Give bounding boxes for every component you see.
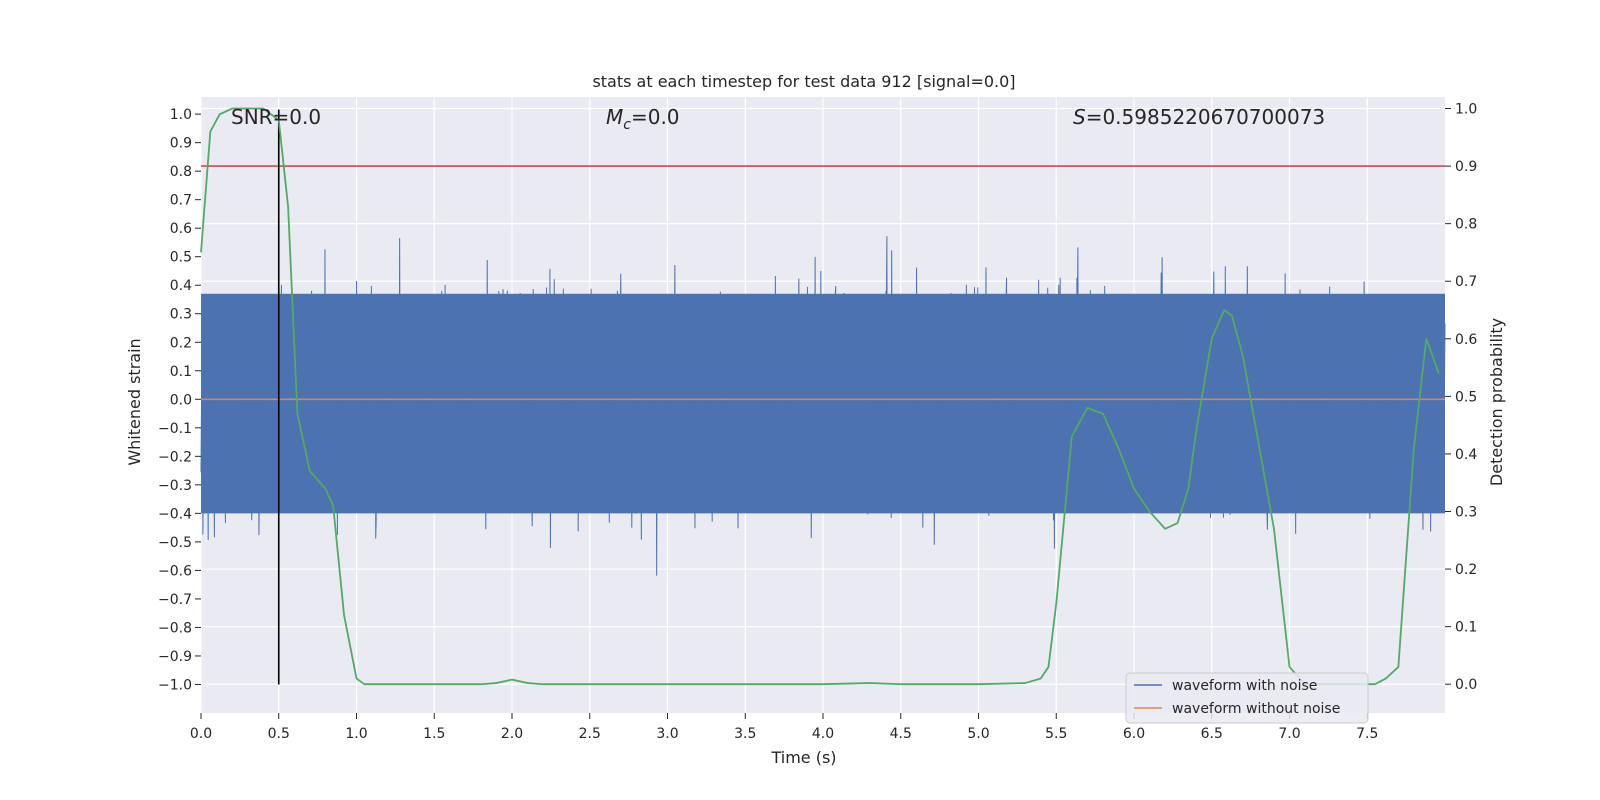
y-tick-label: 1.0	[170, 107, 192, 123]
mc-annotation: Mc=0.0	[606, 105, 680, 133]
y2-tick-label: 0.1	[1455, 620, 1477, 636]
x-axis-label: Time (s)	[770, 748, 836, 767]
y2-tick-label: 0.3	[1455, 505, 1477, 521]
y-tick-label: 0.6	[170, 221, 192, 237]
y2-tick-label: 0.4	[1455, 447, 1477, 463]
x-tick-label: 1.5	[423, 726, 445, 742]
x-tick-label: 5.5	[1045, 726, 1067, 742]
x-tick-label: 0.5	[268, 726, 290, 742]
y2-tick-label: 0.8	[1455, 217, 1477, 233]
y-tick-label: −0.9	[158, 649, 192, 665]
y-tick-label: 0.2	[170, 335, 192, 351]
legend-label-waveform-without-noise: waveform without noise	[1172, 701, 1340, 717]
y2-tick-label: 0.5	[1455, 389, 1477, 405]
y-tick-label: −0.4	[158, 506, 192, 522]
y-tick-label: 0.3	[170, 307, 192, 323]
y2-tick-label: 0.2	[1455, 562, 1477, 578]
y-tick-label: 0.9	[170, 136, 192, 152]
y-tick-label: 0.8	[170, 164, 192, 180]
y-tick-label: 0.5	[170, 250, 192, 266]
y-tick-label: −0.2	[158, 449, 192, 465]
legend: waveform with noise waveform without noi…	[1125, 672, 1369, 724]
mc-value: =0.0	[631, 105, 680, 129]
x-tick-label: 3.5	[734, 726, 756, 742]
y-tick-label: −0.7	[158, 592, 192, 608]
x-tick-label: 5.0	[967, 726, 989, 742]
y-tick-label: −0.6	[158, 563, 192, 579]
s-annotation: S=0.5985220670700073	[1073, 105, 1325, 129]
y-axis-label: Whitened strain	[125, 338, 144, 465]
y-tick-label: −0.1	[158, 421, 192, 437]
series-detection-probability	[200, 107, 1440, 686]
y2-tick-label: 0.9	[1455, 159, 1477, 175]
y-tick-label: 0.4	[170, 278, 192, 294]
y-tick-label: −0.3	[158, 478, 192, 494]
series-waveform-with-noise	[200, 236, 1446, 576]
s-value: =0.5985220670700073	[1086, 105, 1325, 129]
y-tick-label: −0.5	[158, 535, 192, 551]
x-tick-label: 2.5	[579, 726, 601, 742]
x-tick-label: 1.0	[345, 726, 367, 742]
x-tick-label: 6.0	[1123, 726, 1145, 742]
y-tick-label: 0.1	[170, 364, 192, 380]
y2-tick-label: 0.6	[1455, 332, 1477, 348]
x-tick-label: 7.5	[1356, 726, 1378, 742]
snr-annotation: SNR=0.0	[231, 105, 321, 129]
y-tick-label: 0.0	[170, 392, 192, 408]
x-tick-label: 4.5	[890, 726, 912, 742]
x-tick-label: 2.0	[501, 726, 523, 742]
y2-tick-label: 1.0	[1455, 102, 1477, 118]
x-tick-label: 3.0	[656, 726, 678, 742]
left-axis-ticks: 1.0 0.9 0.8 0.7 0.6 0.5 0.4 0.3 0.2 0.1 0.0 −0.1 −0.…	[158, 107, 201, 693]
y2-tick-label: 0.0	[1455, 677, 1477, 693]
x-tick-label: 0.0	[190, 726, 212, 742]
s-symbol: S	[1073, 105, 1086, 129]
x-tick-label: 7.0	[1278, 726, 1300, 742]
x-tick-label: 6.5	[1201, 726, 1223, 742]
mc-subscript: c	[623, 117, 631, 133]
mc-symbol: M	[606, 105, 623, 129]
legend-box	[1125, 672, 1369, 724]
y-tick-label: −1.0	[158, 677, 192, 693]
chart-title: stats at each timestep for test data 912…	[592, 72, 1015, 91]
legend-label-waveform-with-noise: waveform with noise	[1172, 678, 1317, 694]
y2-tick-label: 0.7	[1455, 274, 1477, 290]
y2-axis-label: Detection probability	[1487, 318, 1506, 486]
right-axis-ticks: 1.0 0.9 0.8 0.7 0.6 0.5 0.4 0.3 0.2 0.1 0.0	[1445, 102, 1477, 693]
y-tick-label: −0.8	[158, 620, 192, 636]
y-tick-label: 0.7	[170, 193, 192, 209]
x-tick-label: 4.0	[812, 726, 834, 742]
noise-trace	[200, 236, 1446, 576]
x-axis-ticks: 0.0 0.5 1.0 1.5 2.0 2.5 3.0 3.5 4.0 4.5 5.0 5.5 6.0 6…	[190, 713, 1378, 742]
